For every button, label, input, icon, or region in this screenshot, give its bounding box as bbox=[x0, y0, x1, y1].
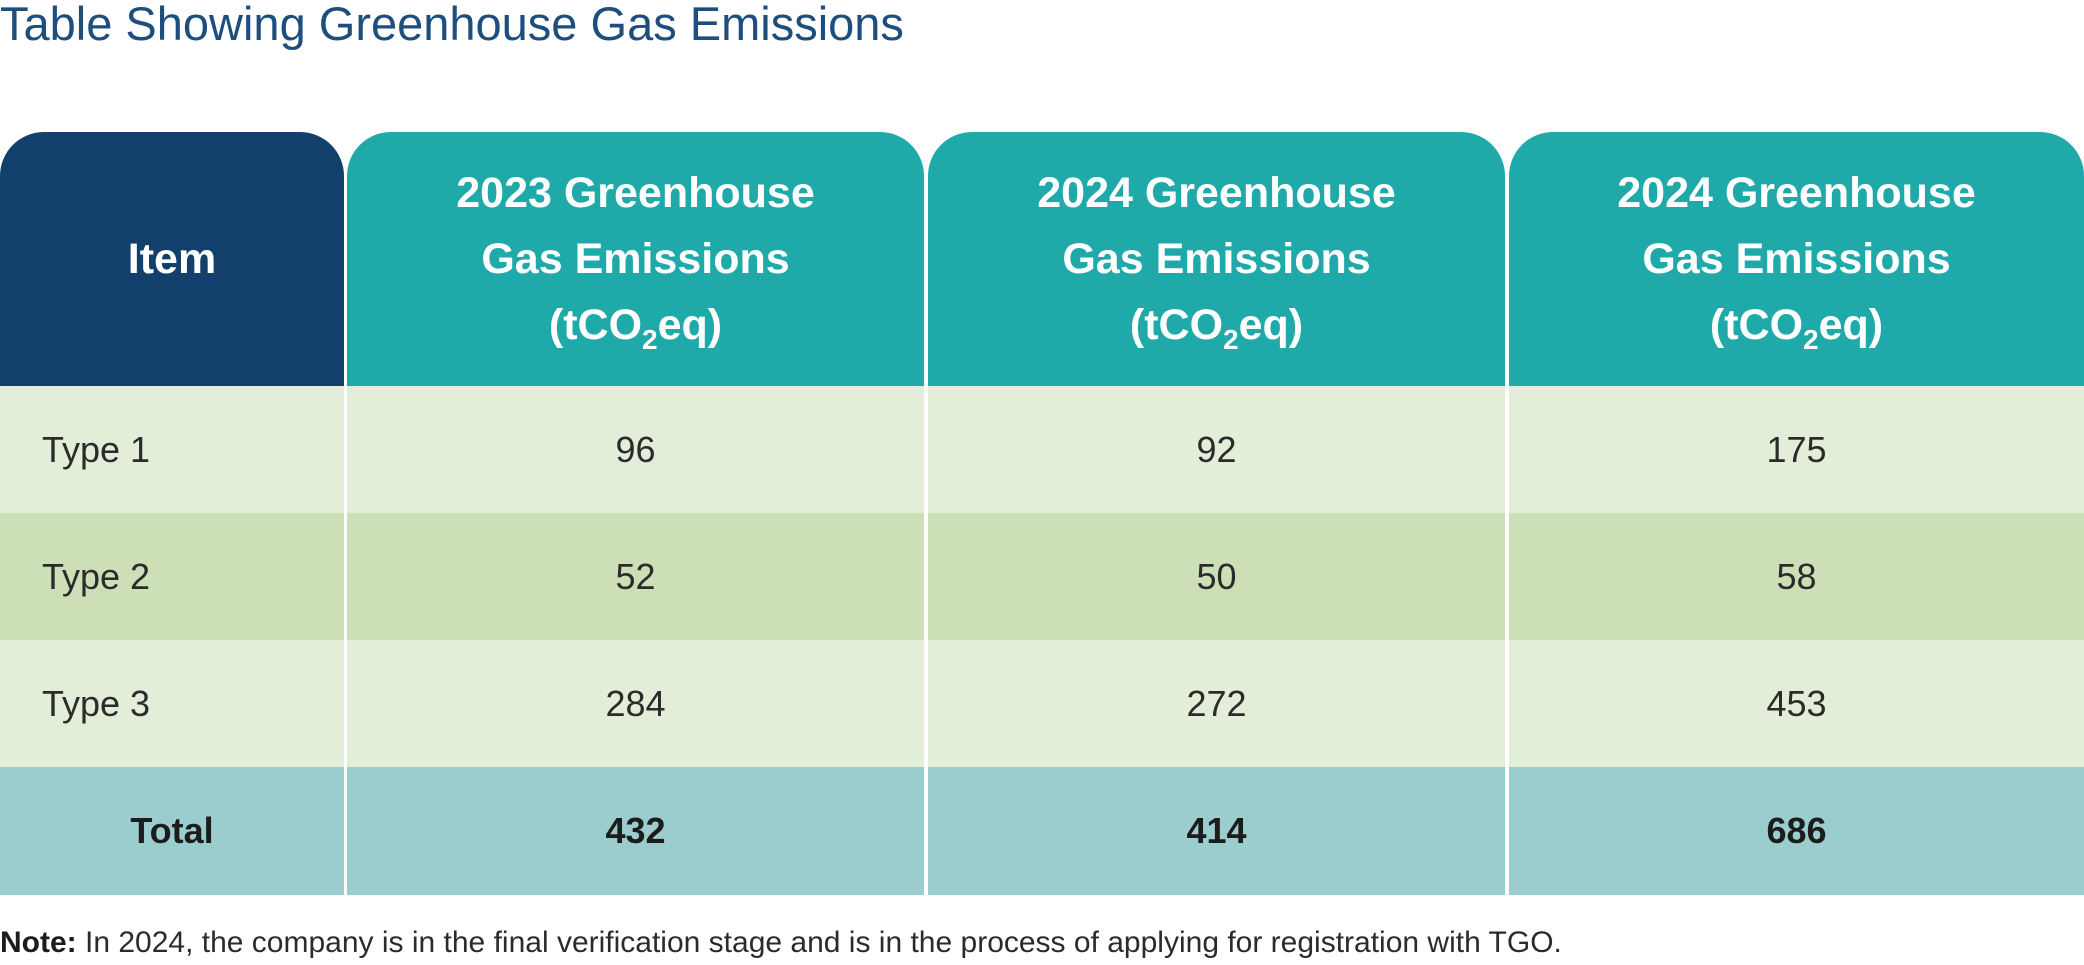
row-label-type-2: Type 2 bbox=[0, 513, 344, 640]
total-cell: 686 bbox=[1509, 767, 2084, 895]
header-col-2-unit: (tCO2eq) bbox=[1129, 301, 1304, 355]
column-divider bbox=[1505, 513, 1509, 640]
column-divider bbox=[344, 767, 347, 895]
table-cell: 92 bbox=[928, 386, 1505, 513]
column-divider bbox=[924, 640, 928, 767]
header-col-1: 2023 Greenhouse Gas Emissions (tCO2eq) bbox=[347, 132, 924, 386]
column-divider bbox=[1505, 386, 1509, 513]
page-title: Table Showing Greenhouse Gas Emissions bbox=[0, 0, 904, 50]
header-col-3-line1: 2024 Greenhouse bbox=[1617, 169, 1976, 217]
table-cell: 272 bbox=[928, 640, 1505, 767]
column-divider bbox=[344, 386, 347, 513]
emissions-table: Item 2023 Greenhouse Gas Emissions (tCO2… bbox=[0, 132, 2084, 895]
column-divider bbox=[344, 132, 347, 386]
footnote: Note: In 2024, the company is in the fin… bbox=[0, 926, 1562, 960]
column-divider bbox=[1505, 640, 1509, 767]
row-label-type-1: Type 1 bbox=[0, 386, 344, 513]
row-label-type-3: Type 3 bbox=[0, 640, 344, 767]
footnote-text: In 2024, the company is in the final ver… bbox=[76, 926, 1562, 959]
table-cell: 58 bbox=[1509, 513, 2084, 640]
column-divider bbox=[924, 386, 928, 513]
table-cell: 175 bbox=[1509, 386, 2084, 513]
column-divider bbox=[344, 513, 347, 640]
total-cell: 414 bbox=[928, 767, 1505, 895]
table-cell: 284 bbox=[347, 640, 924, 767]
table-cell: 52 bbox=[347, 513, 924, 640]
footnote-label: Note: bbox=[0, 926, 77, 959]
column-divider bbox=[344, 640, 347, 767]
column-divider bbox=[924, 767, 928, 895]
header-col-2: 2024 Greenhouse Gas Emissions (tCO2eq) bbox=[928, 132, 1505, 386]
header-col-1-unit: (tCO2eq) bbox=[548, 301, 723, 355]
header-col-3: 2024 Greenhouse Gas Emissions (tCO2eq) bbox=[1509, 132, 2084, 386]
table-cell: 96 bbox=[347, 386, 924, 513]
column-divider bbox=[1505, 767, 1509, 895]
table-cell: 50 bbox=[928, 513, 1505, 640]
column-divider bbox=[1505, 132, 1509, 386]
header-col-3-unit: (tCO2eq) bbox=[1709, 301, 1884, 355]
table-cell: 453 bbox=[1509, 640, 2084, 767]
column-divider bbox=[924, 132, 928, 386]
column-divider bbox=[924, 513, 928, 640]
header-col-2-line1: 2024 Greenhouse bbox=[1037, 169, 1396, 217]
header-col-3-line2: Gas Emissions bbox=[1642, 235, 1951, 283]
header-col-1-line2: Gas Emissions bbox=[481, 235, 790, 283]
total-cell: 432 bbox=[347, 767, 924, 895]
header-item: Item bbox=[0, 132, 344, 386]
header-item-label: Item bbox=[127, 235, 217, 283]
header-col-1-line1: 2023 Greenhouse bbox=[456, 169, 815, 217]
row-label-total: Total bbox=[0, 767, 344, 895]
header-col-2-line2: Gas Emissions bbox=[1062, 235, 1371, 283]
